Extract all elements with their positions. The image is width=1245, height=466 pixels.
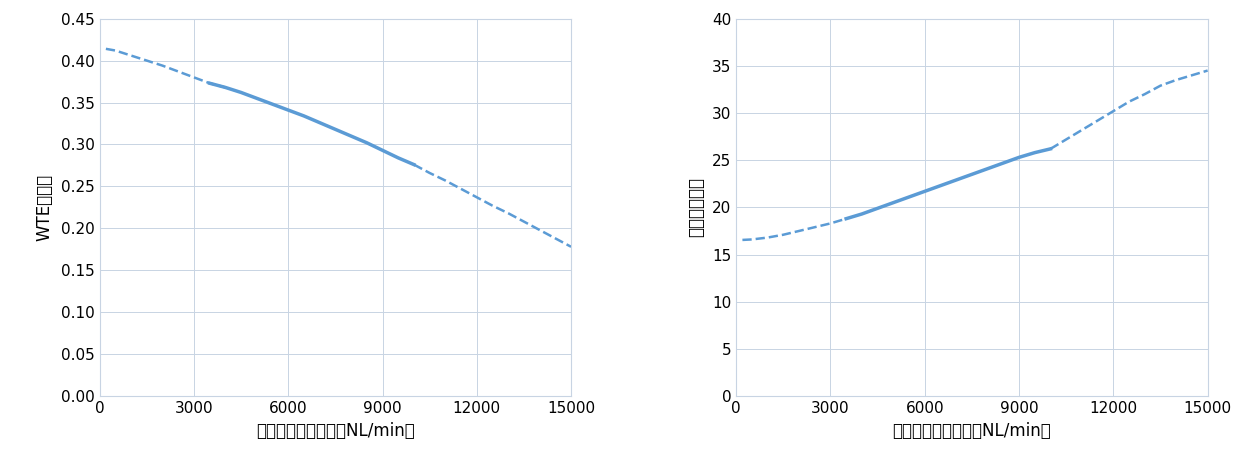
Y-axis label: 露点差（－）: 露点差（－） xyxy=(687,178,705,237)
Y-axis label: WTE（－）: WTE（－） xyxy=(36,174,54,241)
X-axis label: 举燥側の空気流量（NL/min）: 举燥側の空気流量（NL/min） xyxy=(893,422,1051,439)
X-axis label: 举燥側の空気流量（NL/min）: 举燥側の空気流量（NL/min） xyxy=(256,422,415,439)
